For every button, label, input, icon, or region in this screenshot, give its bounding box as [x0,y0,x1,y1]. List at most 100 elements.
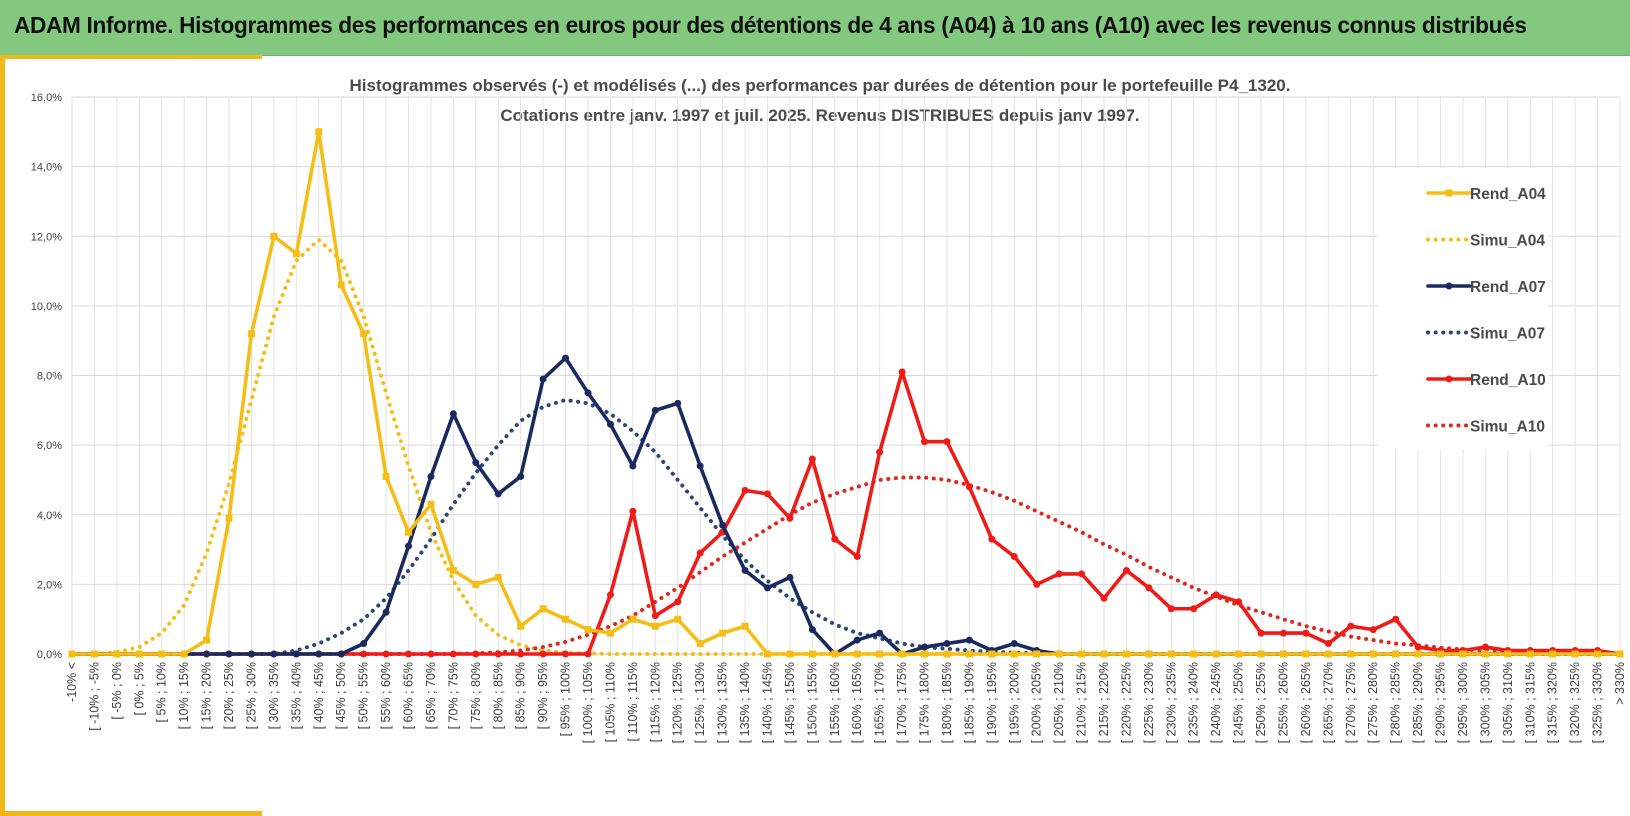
data-point [539,375,547,383]
data-point [472,459,480,467]
x-tick-label: [ 285% ; 290% [1411,662,1425,743]
data-point [1078,570,1086,578]
data-point [965,650,973,658]
x-tick-label: [ 25% ; 30% [244,662,258,729]
x-tick-label: [ 230% ; 235% [1164,662,1178,743]
x-tick-label: [ 205% ; 210% [1052,662,1066,743]
data-point [360,650,368,658]
data-point [674,598,682,606]
data-point [90,650,98,658]
legend-label: Simu_A04 [1470,233,1545,250]
data-point [1033,650,1041,658]
data-point [651,406,659,414]
data-point [831,535,839,543]
x-tick-label: [ -5% ; 0% [110,662,124,720]
data-point [1594,650,1602,658]
data-point [1347,622,1355,630]
data-point [965,483,973,491]
data-point [315,650,323,658]
data-point [247,650,255,658]
x-tick-label: [ 0% ; 5% [132,662,146,716]
legend-marker [1445,375,1453,383]
x-tick-label: [ 315% ; 320% [1546,662,1560,743]
page-title: ADAM Informe. Histogrammes des performan… [14,12,1527,38]
x-tick-label: [ 310% ; 315% [1523,662,1537,743]
data-point [180,650,188,658]
data-point [1481,643,1489,651]
data-point [1392,615,1400,623]
data-point [405,528,413,536]
data-point [696,640,704,648]
data-point [876,650,884,658]
data-point [988,650,996,658]
data-point [517,472,525,480]
x-tick-label: [ 120% ; 125% [671,662,685,743]
data-point [203,650,211,658]
x-tick-label: [ 255% ; 260% [1276,662,1290,743]
data-point [1257,629,1265,637]
data-point [270,232,278,240]
y-tick-label: 14,0% [31,162,62,174]
data-point [562,354,570,362]
data-point [1459,650,1467,658]
x-tick-label: [ 250% ; 255% [1254,662,1268,743]
data-point [1571,650,1579,658]
data-point [629,462,637,470]
data-point [517,650,525,658]
data-point [719,629,727,637]
data-point [270,650,278,658]
data-point [1414,650,1422,658]
data-point [853,650,861,658]
x-tick-label: [ 95% ; 100% [559,662,573,736]
x-tick-label: [ 140% ; 145% [760,662,774,743]
x-tick-label: -10% < [65,662,79,702]
data-point [741,566,749,574]
data-point [943,650,951,658]
data-point [405,650,413,658]
data-point [113,650,121,658]
legend-label: Rend_A07 [1470,279,1546,296]
data-point [1347,650,1355,658]
data-point [1324,640,1332,648]
data-point [719,521,727,529]
data-point [808,455,816,463]
data-point [876,448,884,456]
data-point [539,605,547,613]
data-point [494,573,502,581]
data-point [741,622,749,630]
data-point [1167,605,1175,613]
data-point [292,250,300,258]
data-point [1122,566,1130,574]
legend-marker [1445,189,1453,197]
y-tick-label: 16,0% [31,92,62,104]
x-tick-label: [ 295% ; 300% [1456,662,1470,743]
legend-label: Rend_A10 [1470,372,1546,389]
data-point [292,650,300,658]
data-point [1414,643,1422,651]
data-point [1279,629,1287,637]
x-tick-label: [ 275% ; 280% [1366,662,1380,743]
series-line-rend-a04 [70,130,1622,656]
chart-subtitle: Cotations entre janv. 1997 et juil. 2025… [500,106,1139,125]
data-point [472,580,480,588]
data-point [606,420,614,428]
data-point [1122,650,1130,658]
data-point [337,281,345,289]
data-point [674,615,682,623]
data-point [921,643,929,651]
x-tick-label: [ 80% ; 85% [491,662,505,729]
x-tick-label: [ 55% ; 60% [379,662,393,729]
data-point [763,584,771,592]
data-point [853,553,861,561]
accent-bar-top [0,55,262,59]
data-point [763,650,771,658]
x-tick-label: [ 70% ; 75% [446,662,460,729]
data-point [584,650,592,658]
x-tick-label: [ 100% ; 105% [581,662,595,743]
data-point [1212,591,1220,599]
data-point [225,514,233,522]
data-point [1033,580,1041,588]
data-point [763,490,771,498]
data-point [696,462,704,470]
data-point [517,622,525,630]
